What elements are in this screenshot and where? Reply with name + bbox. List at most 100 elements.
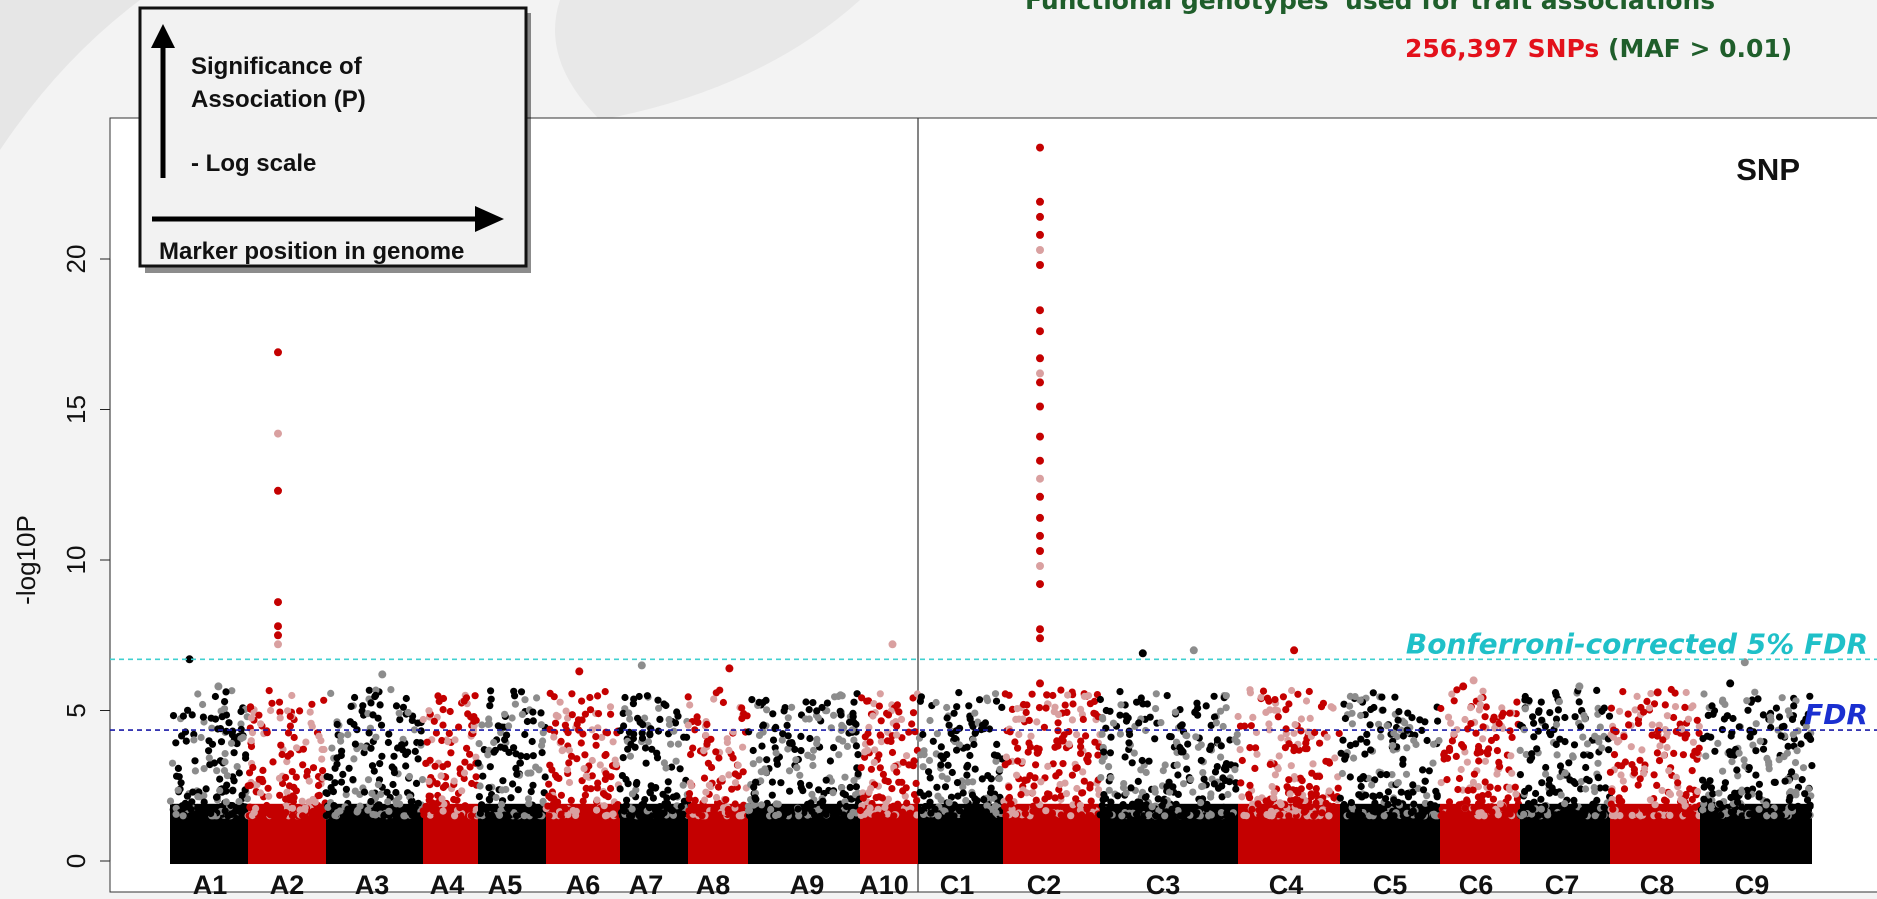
data-point <box>1286 790 1294 798</box>
data-point <box>1116 688 1124 696</box>
data-point <box>755 756 763 764</box>
data-point <box>1152 812 1160 820</box>
data-point <box>1607 704 1615 712</box>
data-point <box>1290 729 1298 737</box>
data-point <box>370 767 378 775</box>
data-point <box>662 764 670 772</box>
data-point <box>551 771 560 779</box>
data-point <box>1535 811 1543 820</box>
data-point <box>181 799 189 808</box>
data-point <box>866 738 874 746</box>
data-point <box>594 692 602 700</box>
data-point <box>1090 709 1098 717</box>
data-point <box>1023 789 1031 797</box>
data-point <box>1352 740 1360 748</box>
data-point <box>672 757 680 765</box>
chromosome-A7-points <box>616 692 692 865</box>
data-point <box>1508 733 1516 742</box>
data-point <box>351 787 359 795</box>
data-point <box>1624 710 1632 718</box>
data-point <box>230 777 238 785</box>
data-point <box>369 711 377 719</box>
data-point <box>399 703 407 711</box>
data-point <box>826 757 835 765</box>
data-point <box>1237 779 1245 787</box>
data-point <box>1619 688 1627 696</box>
watermark-shape <box>555 0 860 120</box>
data-point <box>233 763 241 771</box>
data-point <box>693 713 701 721</box>
data-point <box>1002 753 1011 761</box>
data-point <box>476 809 484 818</box>
data-point <box>1199 769 1207 777</box>
data-point <box>1069 700 1077 708</box>
data-point <box>1655 757 1664 765</box>
data-point <box>805 781 813 789</box>
data-point <box>651 784 660 792</box>
data-point <box>1100 748 1108 756</box>
data-point <box>1648 721 1656 729</box>
data-point <box>1085 812 1094 820</box>
data-point <box>247 714 255 722</box>
data-point <box>1064 691 1072 699</box>
data-point <box>1193 809 1201 817</box>
data-point <box>1733 794 1741 802</box>
data-point <box>508 780 517 788</box>
data-point <box>1681 810 1689 818</box>
data-point <box>220 705 229 713</box>
data-point <box>846 783 854 792</box>
data-point <box>1493 747 1501 755</box>
data-point <box>1367 705 1375 714</box>
data-point <box>933 783 941 791</box>
data-point <box>200 765 208 773</box>
data-point <box>1389 742 1397 750</box>
data-point <box>883 737 892 745</box>
data-point <box>299 745 307 753</box>
data-point <box>1485 803 1493 811</box>
data-point <box>953 703 961 711</box>
data-point <box>336 807 344 815</box>
data-point <box>238 812 246 820</box>
legend-box <box>138 6 528 268</box>
data-point <box>1621 758 1629 766</box>
data-point <box>908 720 916 728</box>
data-point <box>1207 811 1215 819</box>
data-point <box>1262 797 1270 805</box>
data-point <box>1743 697 1751 705</box>
y-tick-label: 10 <box>61 546 91 575</box>
data-point <box>966 751 974 760</box>
data-point <box>815 786 823 794</box>
data-point <box>172 739 180 747</box>
data-point <box>1197 756 1205 765</box>
data-point <box>1354 807 1363 815</box>
data-point <box>1784 742 1792 751</box>
data-point <box>222 688 230 696</box>
data-point <box>1249 713 1257 722</box>
data-point <box>987 775 995 783</box>
data-point <box>762 768 770 777</box>
data-point <box>1236 722 1245 730</box>
data-point <box>1251 764 1259 773</box>
data-point <box>1650 771 1658 779</box>
data-point <box>1529 713 1537 721</box>
data-point <box>1552 740 1560 749</box>
notable-point <box>274 640 282 649</box>
data-point <box>1035 745 1043 753</box>
data-point <box>1738 788 1746 796</box>
data-point <box>405 772 414 781</box>
data-point <box>974 805 982 814</box>
data-point <box>345 764 353 772</box>
data-point <box>805 706 813 714</box>
data-point <box>953 779 962 787</box>
data-point <box>870 700 878 708</box>
data-point <box>769 736 778 744</box>
data-point <box>1759 711 1767 719</box>
data-point <box>1674 779 1682 787</box>
data-point <box>1022 804 1030 812</box>
data-point <box>876 731 884 739</box>
data-point <box>620 807 629 815</box>
data-point <box>1265 726 1273 734</box>
data-point <box>1526 756 1534 764</box>
notable-point <box>274 631 282 640</box>
data-point <box>205 747 213 755</box>
